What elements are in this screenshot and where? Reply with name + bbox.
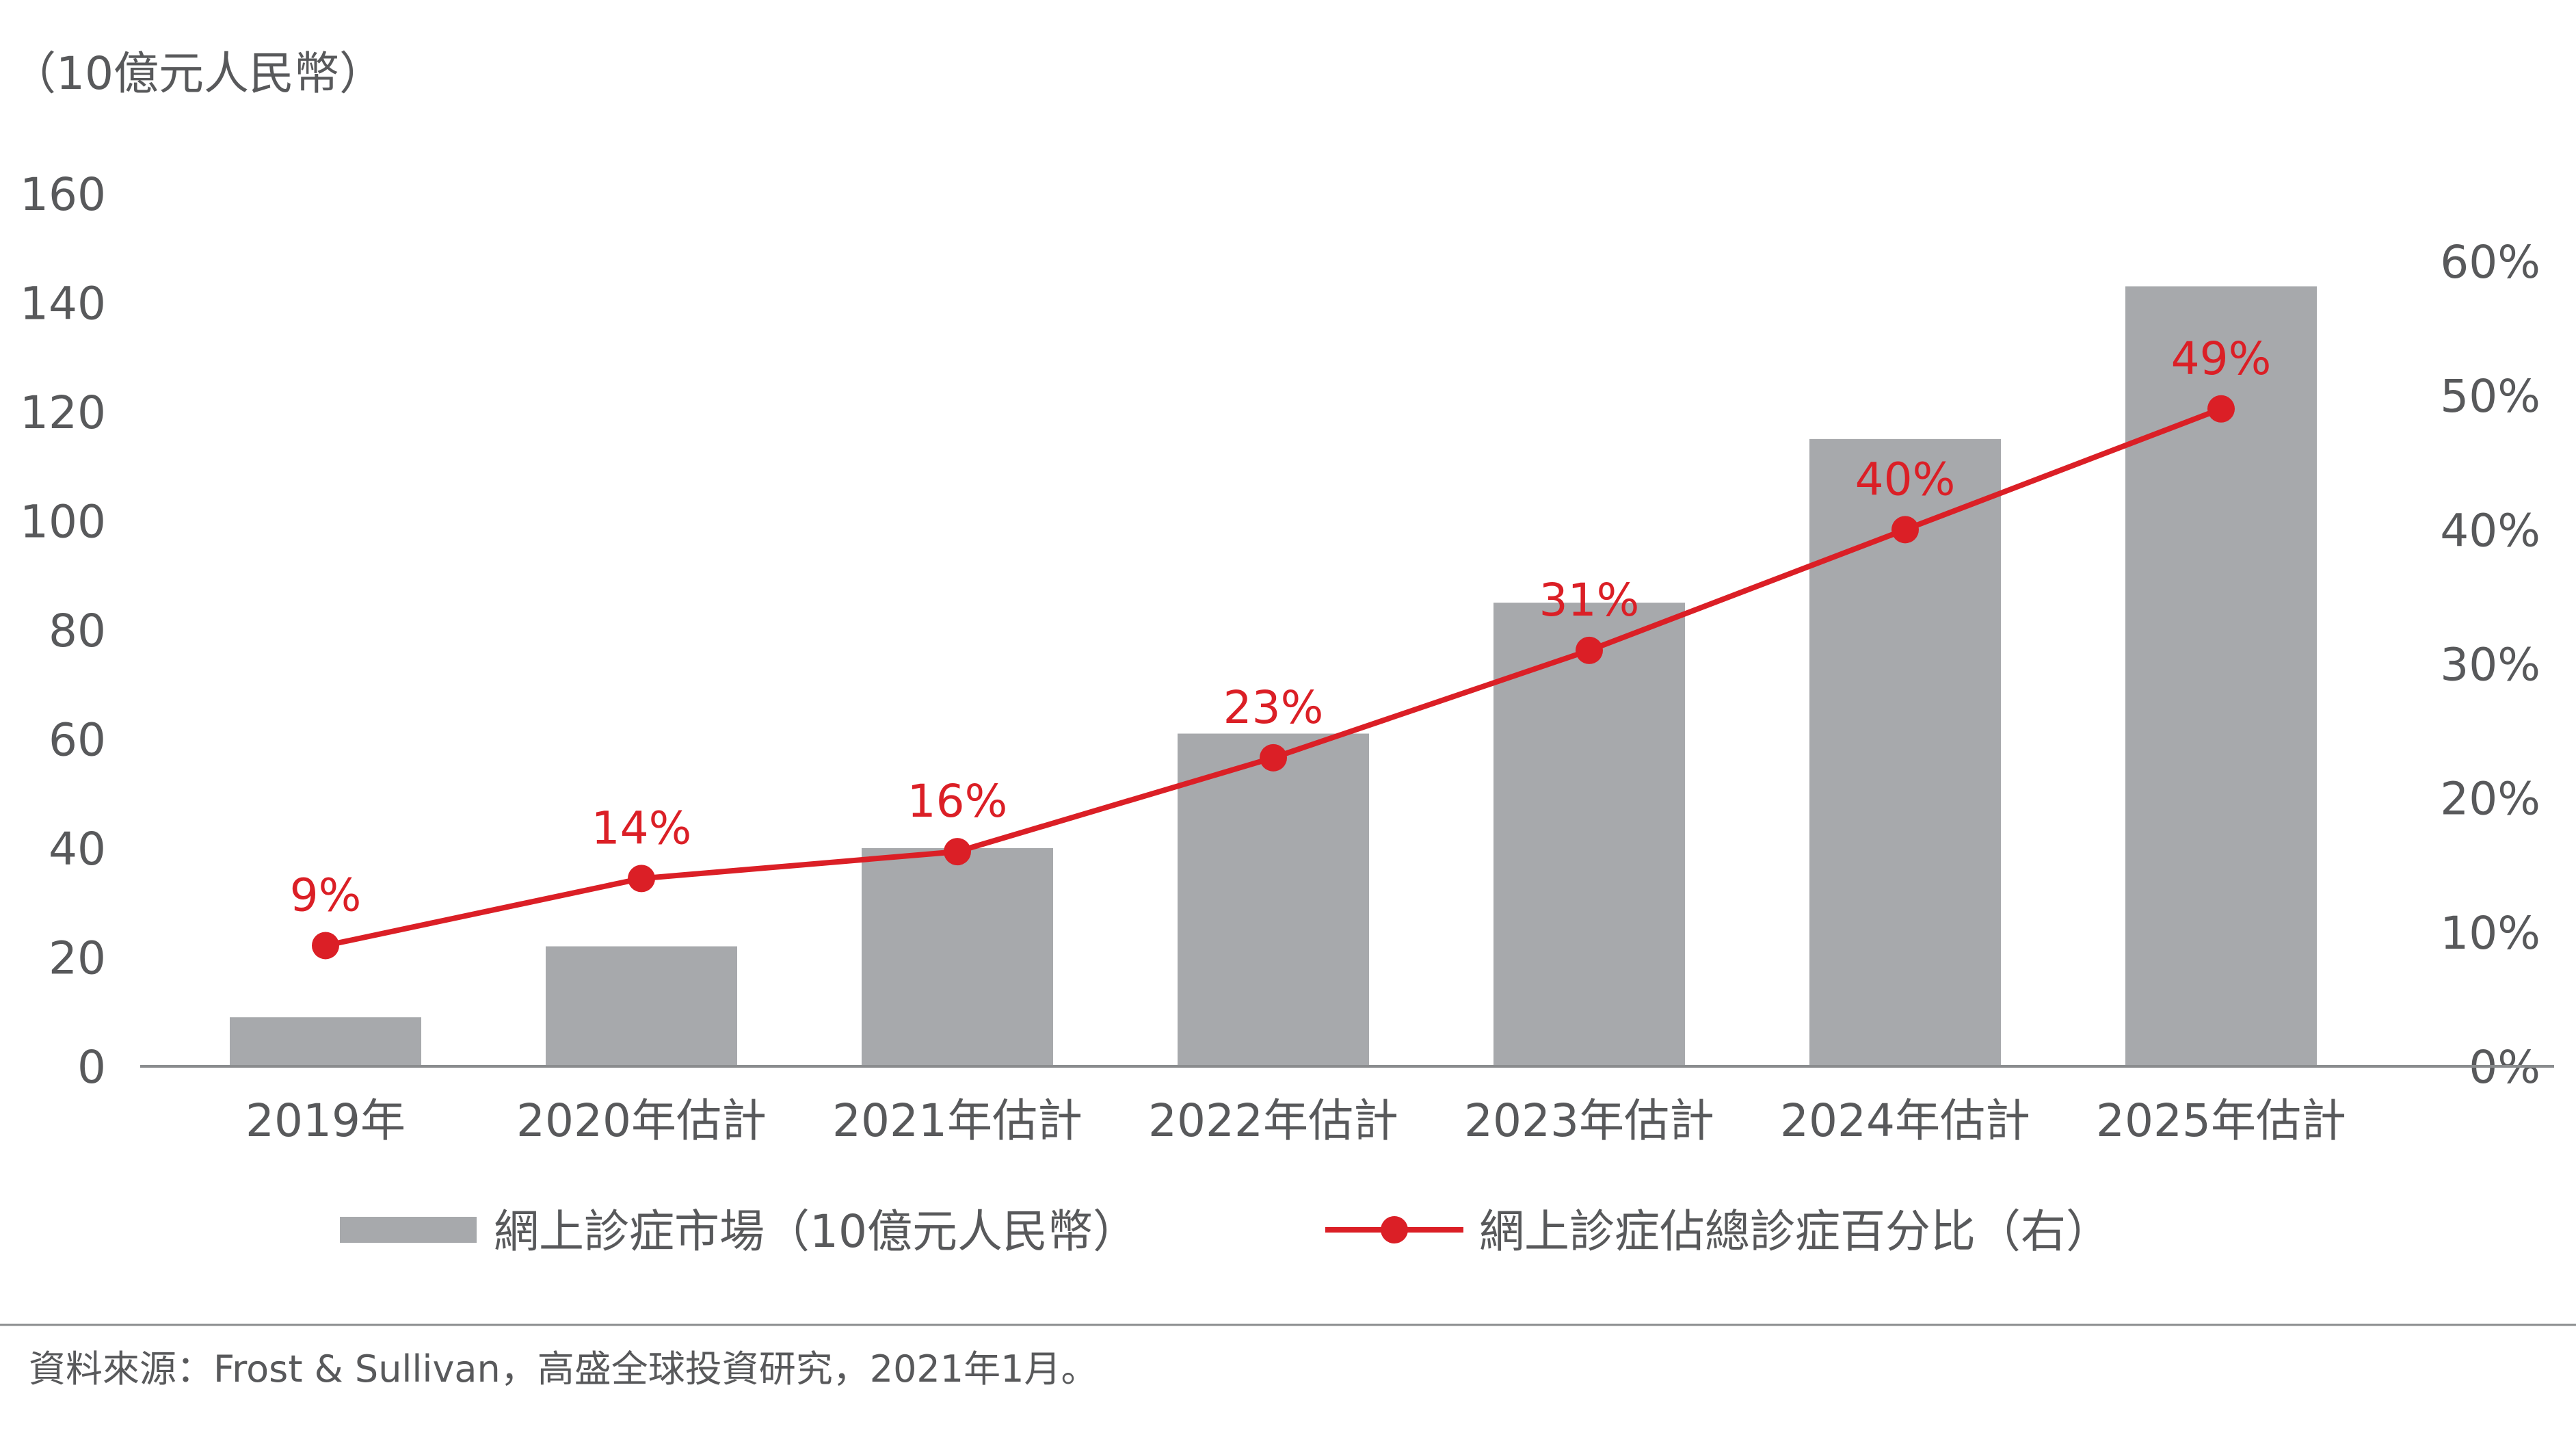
x-tick-label: 2024年估計	[1780, 1094, 2030, 1147]
line-point	[1891, 516, 1919, 544]
bar	[230, 1017, 421, 1066]
bar	[1178, 733, 1369, 1066]
left-tick-label: 0	[77, 1041, 106, 1094]
left-tick-label: 20	[49, 932, 106, 985]
x-tick-label: 2022年估計	[1148, 1094, 1398, 1147]
x-tick-label: 2019年	[245, 1094, 406, 1147]
x-tick-label: 2025年估計	[2096, 1094, 2346, 1147]
left-tick-label: 80	[49, 605, 106, 657]
right-tick-label: 20%	[2440, 773, 2540, 826]
left-tick-label: 140	[20, 278, 106, 330]
y-axis-unit-label: （10億元人民幣）	[11, 47, 384, 100]
point-data-label: 14%	[592, 802, 692, 854]
x-tick-label: 2020年估計	[516, 1094, 767, 1147]
line-point	[944, 838, 971, 866]
x-tick-label: 2021年估計	[832, 1094, 1083, 1147]
right-axis-ticks: 0%10%20%30%40%50%60%	[2440, 236, 2540, 1094]
right-tick-label: 50%	[2440, 370, 2540, 423]
point-data-label: 49%	[2171, 332, 2272, 385]
legend-label-bar: 網上診症市場（10億元人民幣）	[494, 1205, 1138, 1258]
point-data-label: 9%	[290, 869, 362, 921]
x-axis-labels: 2019年 2020年估計 2021年估計 2022年估計 2023年估計 2024年估計…	[245, 1094, 2346, 1147]
line-data-labels: 9% 14% 16% 23% 31% 40% 49%	[290, 332, 2272, 922]
bar	[546, 946, 737, 1066]
source-note: 資料來源：Frost & Sullivan，高盛全球投資研究，2021年1月。	[29, 1347, 1098, 1391]
left-tick-label: 60	[49, 714, 106, 767]
point-data-label: 23%	[1223, 681, 1324, 734]
right-tick-label: 30%	[2440, 639, 2540, 692]
right-tick-label: 40%	[2440, 504, 2540, 557]
left-tick-label: 120	[20, 386, 106, 439]
left-tick-label: 160	[20, 168, 106, 221]
legend-label-line: 網上診症佔總診症百分比（右）	[1479, 1205, 2111, 1258]
left-axis-ticks: 0 20 40 60 80 100 120 140 160	[20, 168, 106, 1094]
legend-swatch-bar	[340, 1217, 477, 1243]
legend: 網上診症市場（10億元人民幣） 網上診症佔總診症百分比（右）	[340, 1205, 2111, 1258]
point-data-label: 31%	[1539, 574, 1640, 627]
right-tick-label: 10%	[2440, 907, 2540, 960]
point-data-label: 16%	[907, 775, 1008, 828]
line-series	[312, 395, 2235, 960]
right-tick-label: 60%	[2440, 236, 2540, 289]
bar	[1493, 603, 1685, 1066]
line-point	[1260, 743, 1287, 772]
left-tick-label: 40	[49, 823, 106, 876]
x-tick-label: 2023年估計	[1464, 1094, 1714, 1147]
bar	[1809, 438, 2001, 1066]
line-point	[628, 865, 655, 893]
line-point	[312, 932, 339, 960]
legend-swatch-marker	[1381, 1216, 1408, 1243]
line-point	[2207, 395, 2235, 423]
point-data-label: 40%	[1855, 453, 1956, 505]
left-tick-label: 100	[20, 496, 106, 549]
bar-series	[230, 286, 2317, 1067]
line-point	[1576, 636, 1603, 664]
bar	[862, 848, 1053, 1066]
